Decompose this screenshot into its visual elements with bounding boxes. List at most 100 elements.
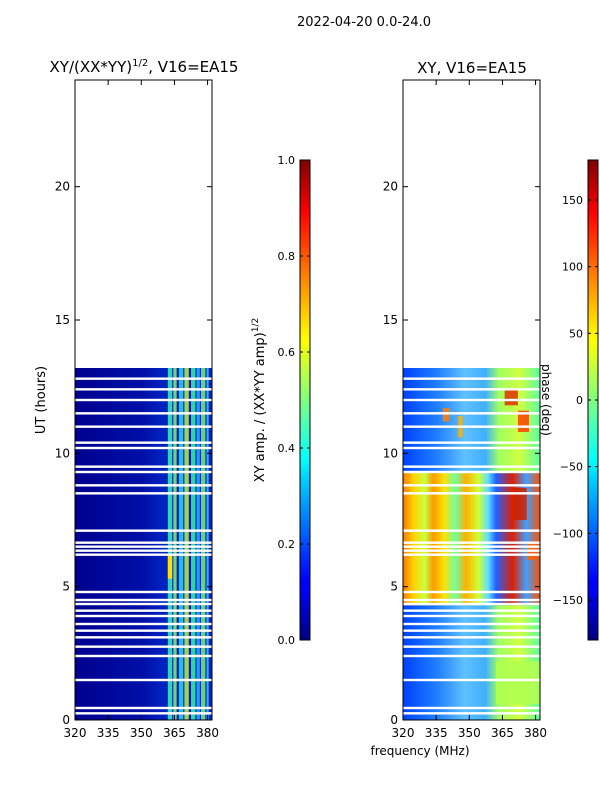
figure-title: 2022-04-20 0.0-24.0	[297, 15, 431, 30]
phase-y-tick-label: 15	[383, 313, 398, 327]
phase-y-tick-label: 20	[383, 180, 398, 194]
amplitude-colorbar-tick-label: 0.4	[278, 442, 296, 455]
phase-gap-row	[403, 706, 540, 710]
amplitude-x-tick-label: 335	[97, 726, 120, 740]
amplitude-gap-row	[75, 388, 212, 391]
amplitude-gap-row	[75, 377, 212, 380]
phase-blob	[517, 410, 529, 432]
phase-panel-title: XY, V16=EA15	[417, 59, 527, 77]
amplitude-gap-row	[75, 602, 212, 606]
amplitude-bright-channel	[191, 368, 196, 720]
amplitude-colorbar-tick-label: 0.0	[278, 634, 296, 647]
amplitude-panel-title: XY/(XX*YY)1/2, V16=EA15	[50, 58, 239, 76]
amplitude-colorbar-tick-label: 1.0	[278, 154, 296, 167]
phase-colorbar-tick-label: 0	[576, 394, 583, 407]
amplitude-bright-channel	[173, 368, 177, 720]
phase-plot-frame	[402, 79, 541, 721]
amplitude-plot-frame	[74, 79, 213, 721]
amplitude-gap-row	[75, 412, 212, 415]
amplitude-colorbar: 0.0 0.2 0.4 0.6 0.8 1.0 XY amp. / (XX*YY amp)…	[251, 154, 311, 647]
phase-gap-row	[403, 446, 540, 450]
phase-gap-row	[403, 614, 540, 618]
phase-colorbar-tick-label: −150	[553, 594, 583, 607]
amplitude-y-tick-label: 5	[62, 580, 70, 594]
amplitude-gap-row	[75, 590, 212, 594]
amplitude-x-tick-label: 320	[64, 726, 87, 740]
amplitude-gap-row	[75, 529, 212, 532]
amplitude-x-tick-label: 365	[163, 726, 186, 740]
amplitude-gap-row	[75, 446, 212, 450]
phase-colorbar-label: phase (deg)	[539, 364, 553, 436]
amplitude-heatmap	[75, 368, 212, 720]
phase-gap-row	[403, 553, 540, 556]
amplitude-x-tick-label: 350	[130, 726, 153, 740]
phase-gap-row	[403, 549, 540, 552]
amplitude-gap-row	[75, 425, 212, 428]
amplitude-gap-row	[75, 545, 212, 548]
phase-x-tick-label: 320	[392, 726, 415, 740]
phase-x-tick-label: 350	[458, 726, 481, 740]
phase-gap-row	[403, 654, 540, 658]
amplitude-colorbar-tick-label: 0.6	[278, 346, 296, 359]
phase-gap-row	[403, 465, 540, 468]
phase-x-tick-label: 380	[524, 726, 547, 740]
amplitude-gap-row	[75, 541, 212, 544]
phase-gap-row	[403, 622, 540, 626]
phase-gap-row	[403, 388, 540, 391]
amplitude-bright-channel	[184, 368, 189, 720]
amplitude-y-tick-label: 20	[55, 180, 70, 194]
phase-gap-row	[403, 529, 540, 532]
amplitude-panel: XY/(XX*YY)1/2, V16=EA15 320 335 350 365 380 0…	[34, 58, 238, 740]
phase-gap-row	[403, 441, 540, 444]
amplitude-gap-row	[75, 492, 212, 495]
amplitude-colorbar-tick-label: 0.8	[278, 250, 296, 263]
amplitude-gap-row	[75, 441, 212, 444]
amplitude-gap-row	[75, 629, 212, 632]
phase-gap-row	[403, 545, 540, 548]
phase-x-tick-label: 365	[491, 726, 514, 740]
amplitude-gap-row	[75, 398, 212, 402]
amplitude-gap-row	[75, 470, 212, 474]
phase-upper-block	[403, 368, 540, 472]
phase-colorbar-tick-label: 50	[569, 327, 583, 340]
phase-gap-row	[403, 645, 540, 648]
phase-y-tick-label: 0	[390, 713, 398, 727]
amplitude-x-tick-label: 380	[196, 726, 219, 740]
phase-y-tick-label: 5	[390, 580, 398, 594]
phase-gap-row	[403, 678, 540, 682]
phase-gap-row	[403, 398, 540, 402]
amplitude-bright-channel	[178, 368, 184, 720]
amplitude-bright-channel	[196, 368, 200, 720]
phase-colorbar-tick-label: −100	[553, 527, 583, 540]
amplitude-colorbar-tick-label: 0.2	[278, 538, 296, 551]
amplitude-gap-row	[75, 614, 212, 618]
phase-gap-row	[403, 377, 540, 380]
phase-colorbar: −150 −100 −50 0 50 100 150 phase (deg)	[539, 159, 599, 641]
amplitude-bright-channel	[167, 368, 173, 720]
amplitude-gap-row	[75, 636, 212, 639]
amplitude-gap-row	[75, 654, 212, 658]
phase-gap-row	[403, 484, 540, 487]
amplitude-colorbar-ticks: 0.0 0.2 0.4 0.6 0.8 1.0	[278, 154, 310, 647]
amplitude-bright-channel	[206, 368, 209, 720]
amplitude-gap-row	[75, 549, 212, 552]
amplitude-gap-row	[75, 598, 212, 602]
amplitude-gap-row	[75, 553, 212, 556]
amplitude-hot-spot	[167, 554, 173, 579]
phase-x-tick-label: 335	[425, 726, 448, 740]
phase-colorbar-tick-label: 100	[562, 261, 583, 274]
phase-blob	[504, 389, 518, 406]
amplitude-gap-row	[75, 645, 212, 648]
phase-gap-row	[403, 492, 540, 495]
amplitude-gap-row	[75, 678, 212, 682]
phase-axes: 320 335 350 365 380 0 5 10 15 20	[383, 80, 547, 740]
phase-colorbar-tick-label: 150	[562, 194, 583, 207]
phase-colorbar-tick-label: −50	[560, 461, 583, 474]
amplitude-colorbar-label: XY amp. / (XX*YY amp)1/2	[251, 318, 268, 482]
phase-gap-row	[403, 602, 540, 606]
phase-blob	[442, 408, 450, 422]
amplitude-gap-row	[75, 706, 212, 710]
amplitude-y-axis-label: UT (hours)	[34, 366, 49, 434]
amplitude-gap-row	[75, 609, 212, 612]
